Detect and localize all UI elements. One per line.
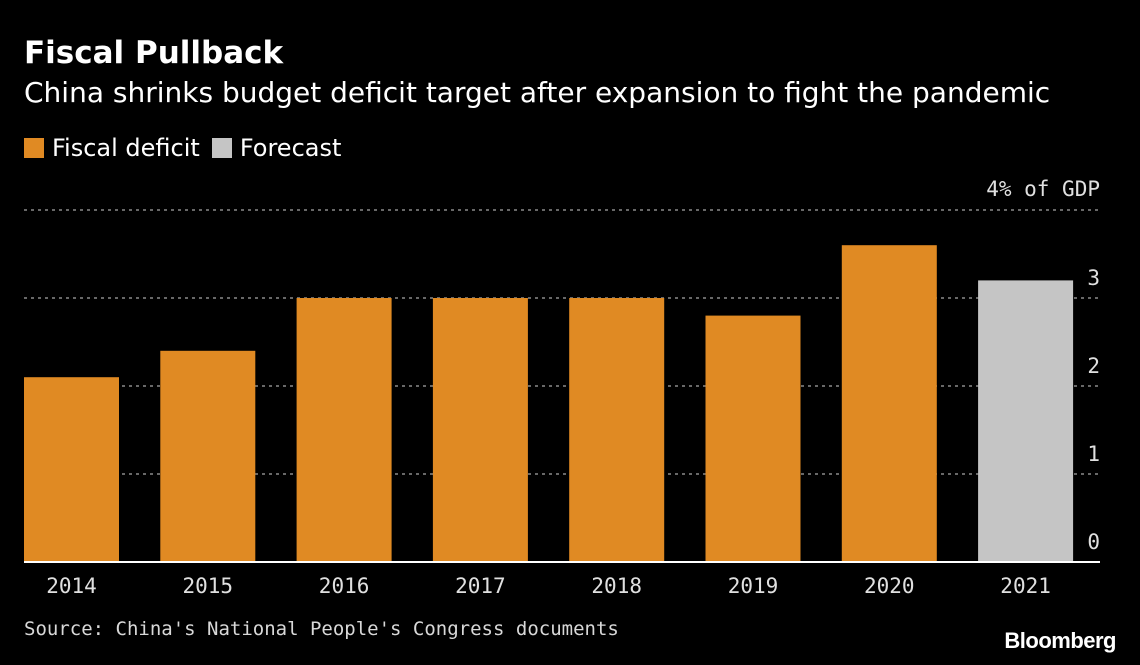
x-tick-label-2019: 2019: [728, 574, 779, 598]
bar-2019: [705, 315, 801, 562]
x-tick-label-2015: 2015: [183, 574, 234, 598]
x-tick-label-2021: 2021: [1000, 574, 1051, 598]
legend: Fiscal deficit Forecast: [24, 132, 353, 164]
bar-2016: [296, 298, 392, 562]
x-tick-label-2018: 2018: [591, 574, 642, 598]
x-tick-label-2017: 2017: [455, 574, 506, 598]
bloomberg-logo: Bloomberg: [1004, 628, 1116, 653]
legend-label-fiscal-deficit: Fiscal deficit: [52, 134, 200, 162]
bar-2014: [24, 377, 119, 562]
legend-swatch-fiscal-deficit: [24, 138, 44, 158]
source-note: Source: China's National People's Congre…: [24, 618, 619, 640]
bar-2015: [160, 350, 256, 562]
bar-2020: [841, 245, 937, 562]
y-tick-label-2: 2: [1087, 354, 1100, 378]
bar-2017: [432, 298, 528, 562]
chart-title: Fiscal Pullback: [24, 35, 284, 71]
x-tick-label-2014: 2014: [46, 574, 97, 598]
y-tick-label-3: 3: [1087, 266, 1100, 290]
bar-2018: [569, 298, 665, 562]
x-tick-label-2016: 2016: [319, 574, 370, 598]
x-tick-label-2020: 2020: [864, 574, 915, 598]
legend-swatch-forecast: [211, 138, 232, 158]
legend-label-forecast: Forecast: [239, 134, 342, 162]
bar-2021: [978, 280, 1074, 562]
legend-item-fiscal-deficit: Fiscal deficit: [24, 134, 200, 162]
y-tick-label-1: 1: [1087, 442, 1100, 466]
chart-subtitle: China shrinks budget deficit target afte…: [24, 76, 1051, 109]
legend-item-forecast: Forecast: [211, 134, 342, 162]
y-tick-label-4: 4% of GDP: [986, 177, 1100, 201]
y-tick-label-0: 0: [1087, 530, 1100, 554]
